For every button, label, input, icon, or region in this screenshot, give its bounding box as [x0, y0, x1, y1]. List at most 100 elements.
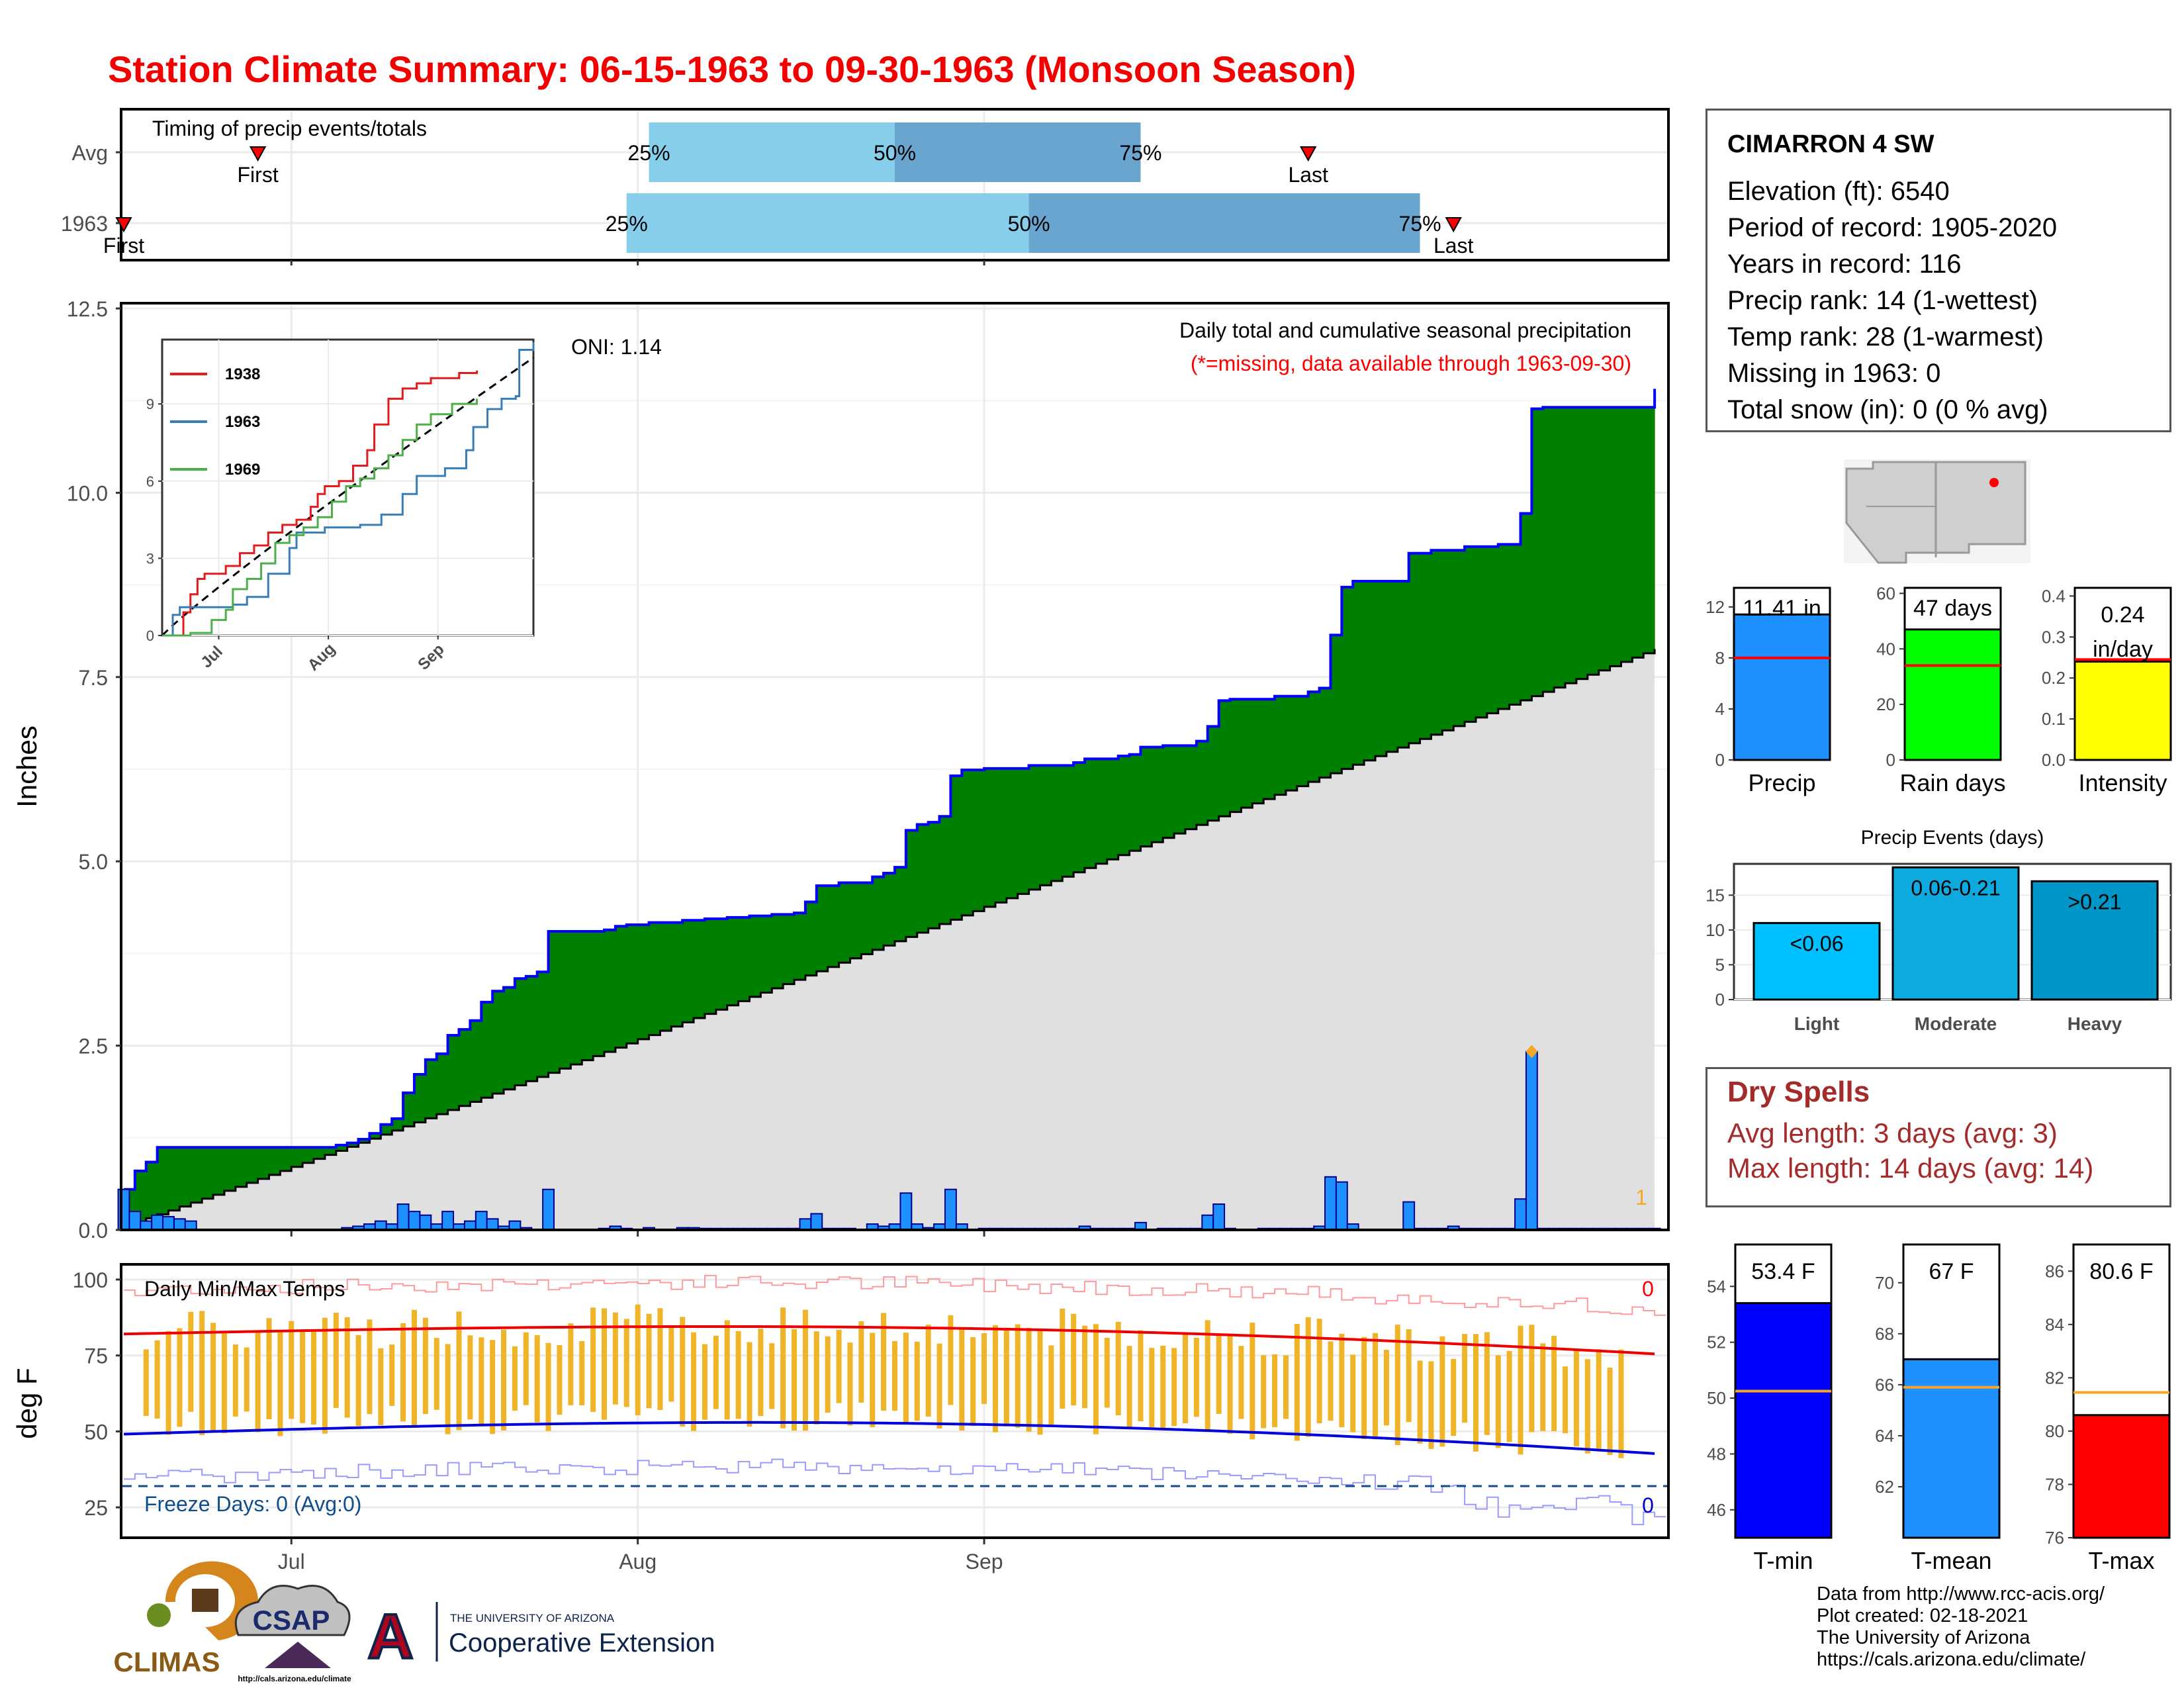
above-average-fill	[1465, 546, 1477, 722]
temp-summary-ytick-label: 62	[1875, 1477, 1894, 1497]
daily-temp-range-bar	[892, 1340, 897, 1411]
daily-temp-range-bar	[456, 1311, 462, 1430]
above-average-fill	[872, 876, 884, 950]
daily-temp-range-bar	[1373, 1333, 1379, 1440]
daily-temp-range-bar	[490, 1340, 496, 1434]
stat-bar-ytick-label: 0.2	[2042, 668, 2066, 688]
above-average-fill	[1118, 755, 1130, 855]
above-average-fill	[715, 919, 728, 1010]
daily-temp-range-bar	[501, 1329, 507, 1430]
daily-temp-range-bar	[1596, 1349, 1602, 1449]
max-precip-marker	[1525, 1045, 1538, 1058]
average-min-line	[123, 1421, 1655, 1455]
dry-spells-max: Max length: 14 days (avg: 14)	[1727, 1152, 2094, 1184]
precip-event-bar	[1891, 866, 2020, 1001]
above-average-fill	[414, 1074, 426, 1123]
month-xtick-label: Sep	[966, 1550, 1003, 1573]
above-average-fill	[749, 915, 761, 997]
temp-ytick-label: 100	[73, 1268, 108, 1292]
daily-temp-range-bar	[936, 1343, 942, 1429]
daily-temp-range-bar	[1350, 1354, 1356, 1432]
timing-bar-q2	[895, 122, 1141, 182]
locator-map	[1844, 459, 2030, 564]
daily-temp-range-bar	[433, 1338, 439, 1410]
above-average-fill	[1275, 696, 1287, 795]
credit-line: The University of Arizona	[1817, 1627, 2030, 1648]
inset-legend-label: 1963	[225, 413, 260, 431]
above-average-fill	[1442, 550, 1454, 731]
precip-event-range-label: >0.21	[2068, 890, 2122, 914]
daily-temp-range-bar	[1093, 1324, 1099, 1434]
above-average-fill	[604, 929, 616, 1053]
daily-temp-range-bar	[445, 1344, 451, 1434]
daily-temp-range-bar	[881, 1313, 887, 1411]
temp-summary-value-bar	[1734, 1302, 1833, 1539]
inset-frame	[161, 338, 535, 637]
temp-summary-label: T-mean	[1911, 1547, 1991, 1574]
timing-q75-label: 75%	[1399, 212, 1441, 236]
precip-event-label: Moderate	[1915, 1013, 1997, 1034]
inset-average-line	[161, 356, 534, 637]
daily-temp-range-bar	[1417, 1360, 1423, 1444]
ua-logo: A THE UNIVERSITY OF ARIZONA Cooperative …	[366, 1600, 715, 1673]
daily-temp-range-bar	[702, 1344, 707, 1420]
above-average-fill	[939, 816, 951, 924]
inset-ytick-label: 0	[146, 628, 154, 644]
above-average-fill	[1486, 546, 1499, 714]
daily-precip-bar	[419, 1214, 432, 1231]
precip-ytick-label: 5.0	[79, 850, 108, 874]
daily-temp-range-bar	[981, 1333, 987, 1404]
stat-bar-value-label: 47 days	[1913, 596, 1992, 621]
above-average-fill	[1185, 745, 1197, 829]
daily-temp-range-bar	[635, 1304, 641, 1415]
stat-bar-ytick-label: 4	[1715, 699, 1725, 719]
daily-temp-range-bar	[836, 1330, 842, 1403]
record-min-line	[124, 1458, 1666, 1526]
stat-bar-ytick-label: 0	[1886, 750, 1895, 770]
above-average-fill	[1028, 765, 1040, 890]
freeze-days-label: Freeze Days: 0 (Avg:0)	[144, 1492, 361, 1516]
daily-temp-range-bar	[367, 1319, 373, 1415]
above-average-fill	[1129, 754, 1141, 851]
above-average-fill	[816, 885, 829, 972]
above-average-fill	[403, 1092, 415, 1127]
daily-temp-range-bar	[1272, 1354, 1278, 1428]
page-title: Station Climate Summary: 06-15-1963 to 0…	[108, 48, 1356, 90]
stat-bar-value-label: 11.41 in	[1743, 596, 1821, 621]
above-average-fill	[291, 1147, 303, 1167]
above-average-fill	[191, 1147, 203, 1203]
above-average-fill	[157, 1147, 169, 1215]
above-average-fill	[1062, 765, 1074, 877]
daily-temp-range-bar	[1294, 1323, 1300, 1441]
above-average-fill	[381, 1124, 392, 1135]
above-average-fill	[1040, 765, 1052, 886]
daily-precip-bar	[184, 1220, 197, 1231]
daily-precip-bar	[1335, 1181, 1348, 1231]
daily-temp-range-bar	[545, 1342, 551, 1431]
daily-temp-range-bar	[1328, 1341, 1334, 1421]
daily-temp-range-bar	[289, 1321, 295, 1419]
temp-ytick-label: 75	[84, 1344, 108, 1368]
daily-temp-range-bar	[411, 1309, 417, 1428]
events-ytick-label: 0	[1715, 990, 1725, 1009]
above-average-fill	[525, 976, 538, 1082]
station-period: Period of record: 1905-2020	[1727, 213, 2058, 242]
stat-bar-value	[1733, 613, 1831, 761]
daily-temp-range-bar	[1563, 1366, 1569, 1434]
temp-summary-label: T-max	[2088, 1547, 2154, 1574]
oni-label: ONI: 1.14	[571, 335, 662, 359]
daily-temp-range-bar	[1171, 1348, 1177, 1427]
above-average-fill	[1342, 586, 1353, 769]
precip-events-chart: Precip Events (days) 0 5 10 15 <0.06 Light 0.06…	[1706, 827, 2172, 1034]
daily-temp-range-bar	[344, 1317, 350, 1418]
daily-temp-range-bar	[1037, 1329, 1043, 1435]
ua-top-text: THE UNIVERSITY OF ARIZONA	[450, 1612, 615, 1624]
above-average-fill	[1397, 581, 1410, 748]
above-average-fill	[280, 1147, 292, 1171]
inset-ytick-label: 3	[146, 550, 154, 567]
above-average-fill	[1230, 699, 1242, 812]
precip-missing-note: (*=missing, data available through 1963-…	[1191, 352, 1631, 375]
daily-temp-range-bar	[467, 1335, 473, 1420]
above-average-fill	[392, 1118, 404, 1131]
timing-last-label: Last	[1433, 234, 1474, 258]
